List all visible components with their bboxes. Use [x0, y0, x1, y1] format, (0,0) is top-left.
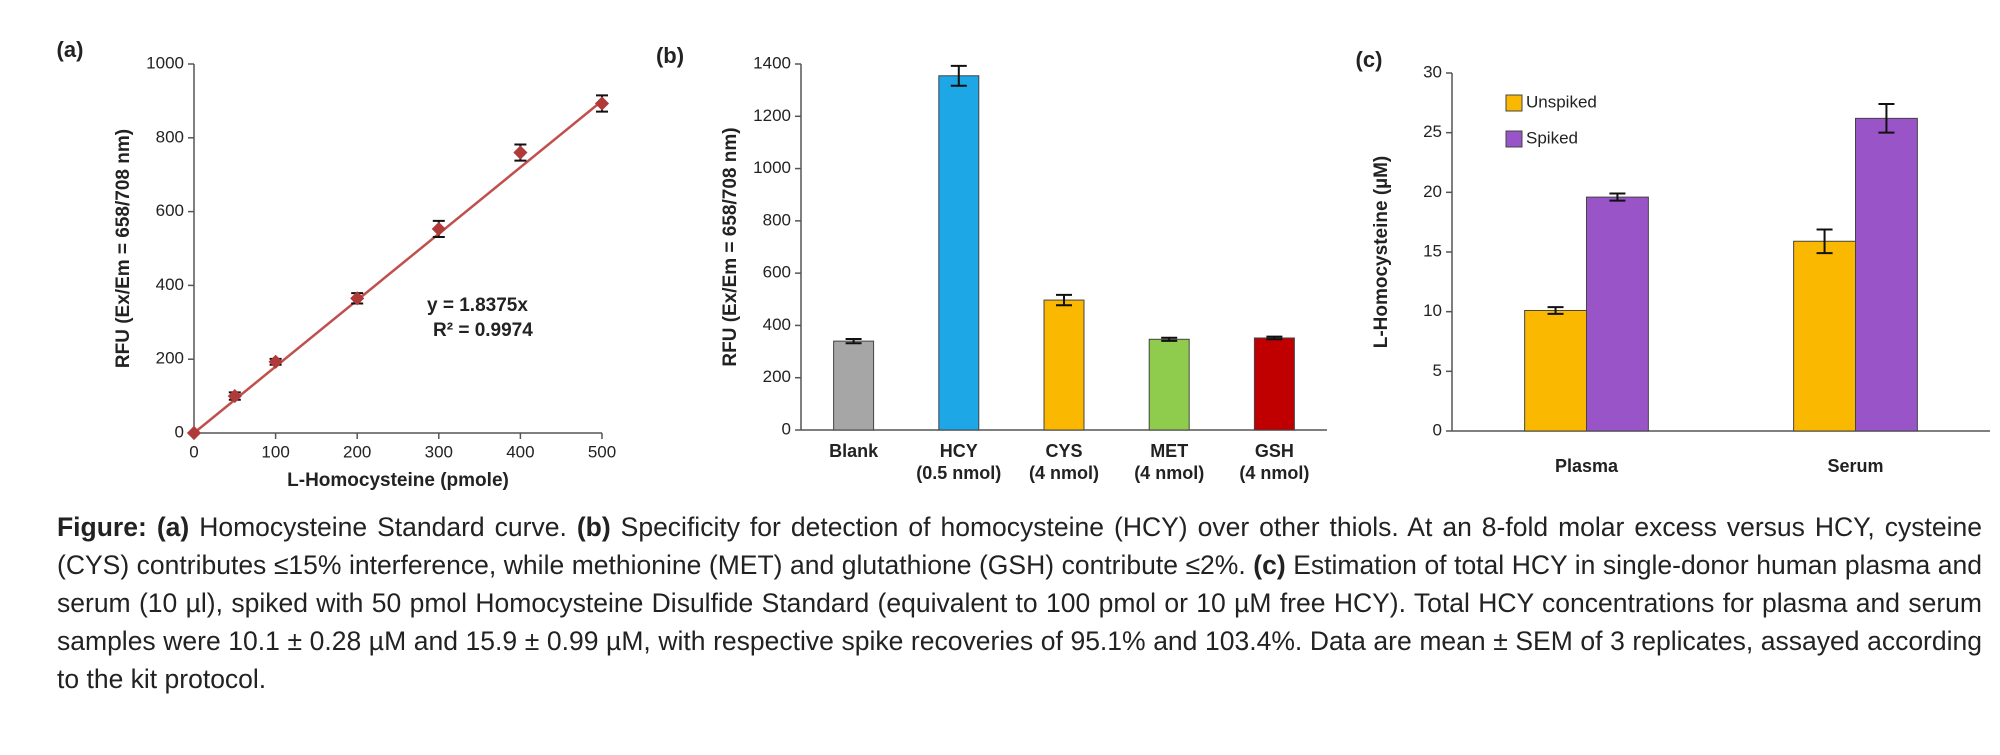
- y-tick-label: 1000: [753, 158, 791, 177]
- y-tick-label: 400: [156, 275, 184, 294]
- point: [350, 291, 365, 306]
- annotation: R² = 0.9974: [433, 320, 533, 341]
- legend-label: Spiked: [1526, 128, 1578, 147]
- y-axis-label: RFU (Ex/Em = 658/708 nm): [720, 127, 741, 366]
- x-tick-label: 400: [506, 442, 534, 461]
- error-bar: [1161, 336, 1178, 342]
- x-tick-label: GSH: [1255, 441, 1294, 461]
- bar: [1793, 240, 1857, 432]
- x-tick-label: 300: [425, 442, 453, 461]
- panel-label: (b): [656, 43, 684, 68]
- caption-text: Figure:: [57, 512, 147, 542]
- error-bar: [1266, 335, 1283, 341]
- caption-text: Specificity for detection of homocystein…: [57, 512, 1982, 580]
- caption-text: (a): [156, 512, 190, 542]
- y-tick-label: 600: [156, 201, 184, 220]
- y-tick-label: 20: [1423, 182, 1442, 201]
- error-bar: [1547, 306, 1564, 315]
- y-tick-label: 200: [763, 367, 791, 386]
- y-tick-label: 1200: [753, 106, 791, 125]
- trendline: [193, 99, 603, 434]
- error-bar: [1816, 228, 1833, 255]
- legend-label: Unspiked: [1526, 92, 1597, 111]
- point: [431, 221, 446, 237]
- point: [594, 96, 610, 111]
- y-tick-label: 5: [1433, 361, 1442, 380]
- caption-text: Homocysteine Standard curve.: [189, 512, 577, 542]
- x-tick-label: CYS: [1045, 441, 1082, 461]
- caption-text: Estimation of total HCY in single-donor …: [57, 550, 1983, 694]
- y-tick-label: 600: [763, 263, 791, 282]
- x-tick-label: Serum: [1827, 456, 1883, 476]
- panel-label: (c): [1356, 47, 1383, 72]
- bar: [938, 75, 980, 431]
- y-tick-label: 15: [1423, 241, 1442, 260]
- x-tick-label: (0.5 nmol): [916, 463, 1001, 483]
- point: [227, 389, 242, 404]
- annotation: y = 1.8375x: [427, 295, 528, 316]
- bar: [1043, 299, 1085, 431]
- y-axis-label: RFU (Ex/Em = 658/708 nm): [113, 129, 134, 368]
- bar: [1148, 338, 1190, 431]
- error-bar: [950, 64, 967, 87]
- x-tick-label: HCY: [940, 441, 978, 461]
- x-tick-label: Blank: [829, 441, 879, 461]
- x-tick-label: (4 nmol): [1239, 463, 1309, 483]
- y-tick-label: 1000: [146, 53, 184, 72]
- point: [513, 145, 528, 160]
- caption-text: [147, 512, 157, 542]
- x-tick-label: 200: [343, 442, 371, 461]
- x-axis-label: L-Homocysteine (pmole): [287, 470, 509, 491]
- x-tick-label: MET: [1150, 441, 1188, 461]
- legend-swatch: [1505, 130, 1523, 148]
- error-bar: [1878, 103, 1895, 134]
- legend-swatch: [1505, 94, 1523, 112]
- bar: [1524, 309, 1588, 432]
- x-tick-label: 0: [189, 442, 198, 461]
- y-tick-label: 30: [1423, 62, 1442, 81]
- x-tick-label: Plasma: [1555, 456, 1619, 476]
- x-tick-label: 500: [588, 442, 616, 461]
- y-tick-label: 0: [175, 422, 184, 441]
- bar: [1253, 337, 1295, 431]
- caption: Figure: (a) Homocysteine Standard curve.…: [57, 508, 1982, 698]
- y-tick-label: 1400: [753, 53, 791, 72]
- bar: [1855, 117, 1918, 432]
- y-tick-label: 0: [1433, 420, 1442, 439]
- y-tick-label: 200: [156, 349, 184, 368]
- error-bar: [1609, 192, 1626, 202]
- x-tick-label: (4 nmol): [1134, 463, 1204, 483]
- y-tick-label: 10: [1423, 301, 1442, 320]
- point: [268, 354, 283, 369]
- caption-text: (b): [576, 512, 611, 542]
- caption-text: (c): [1253, 550, 1286, 580]
- bar: [833, 340, 875, 431]
- y-tick-label: 25: [1423, 122, 1442, 141]
- x-tick-label: 100: [261, 442, 289, 461]
- y-tick-label: 800: [763, 210, 791, 229]
- x-tick-label: (4 nmol): [1029, 463, 1099, 483]
- point: [186, 425, 202, 441]
- bar: [1586, 196, 1649, 432]
- error-bar: [845, 338, 862, 345]
- y-tick-label: 400: [763, 315, 791, 334]
- y-axis-label: L-Homocysteine (µM): [1371, 156, 1392, 349]
- panel-label: (a): [57, 37, 84, 62]
- y-tick-label: 800: [156, 127, 184, 146]
- y-tick-label: 0: [782, 419, 791, 438]
- error-bar: [1056, 293, 1072, 307]
